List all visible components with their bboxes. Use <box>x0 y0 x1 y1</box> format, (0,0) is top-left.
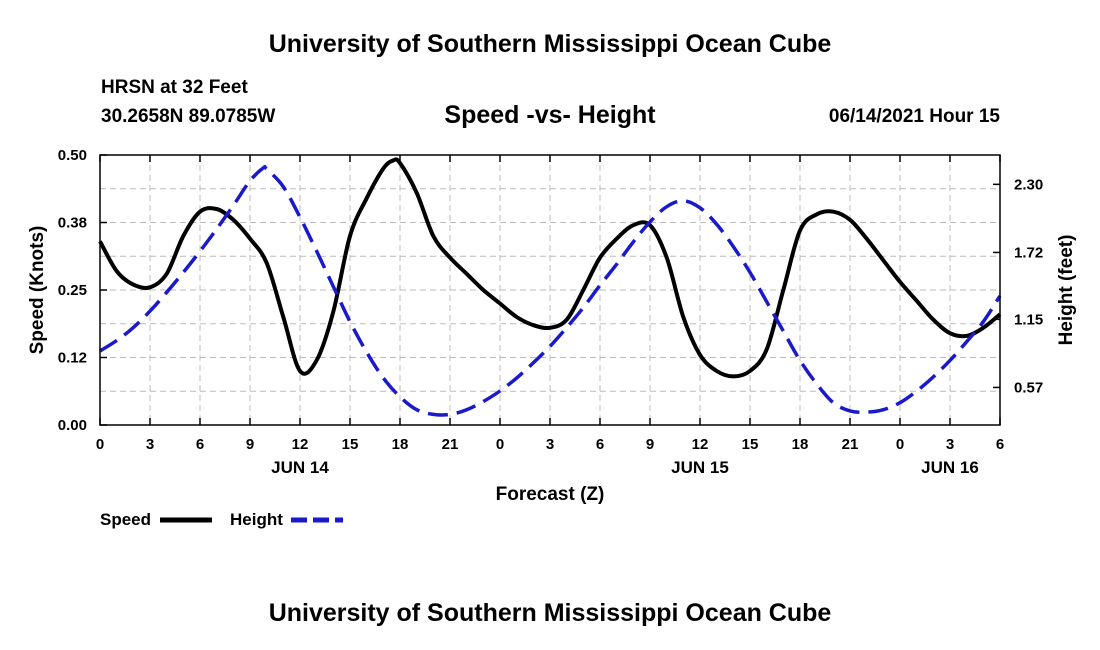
grid-lines <box>100 155 1000 425</box>
height-series-line <box>99 164 1002 417</box>
series-lines <box>98 157 1002 417</box>
station-label: HRSN at 32 Feet <box>101 77 248 98</box>
y2-tick-label: 0.57 <box>1014 379 1043 396</box>
chart-subtitle: Speed -vs- Height <box>444 101 656 129</box>
day-label: JUN 16 <box>921 458 979 477</box>
day-label: JUN 14 <box>271 458 329 477</box>
y-tick-label: 0.12 <box>58 350 87 367</box>
y-axis-label-left: Speed (Knots) <box>27 226 48 355</box>
x-tick-label: 6 <box>996 436 1004 453</box>
legend-height-label: Height <box>230 510 283 529</box>
y-tick-label: 0.38 <box>58 215 87 232</box>
x-tick-label: 18 <box>792 436 809 453</box>
x-tick-label: 9 <box>646 436 654 453</box>
x-tick-label: 12 <box>292 436 309 453</box>
x-tick-label: 21 <box>442 436 459 453</box>
y2-tick-label: 1.15 <box>1014 311 1043 328</box>
x-tick-label: 3 <box>546 436 554 453</box>
x-tick-label: 0 <box>896 436 904 453</box>
x-axis-label: Forecast (Z) <box>496 484 605 505</box>
axis-ticks: 0 3 6 9 12 15 18 21 0 3 6 9 12 15 18 21 0 3 6 JUN 14 JUN 15 J… <box>58 147 1043 477</box>
x-tick-label: 9 <box>246 436 254 453</box>
chart-legend: Speed Height <box>100 510 343 529</box>
x-tick-label: 15 <box>342 436 359 453</box>
y-axis-label-right: Height (feet) <box>1056 235 1077 346</box>
coordinates-label: 30.2658N 89.0785W <box>101 106 276 127</box>
y-tick-label: 0.25 <box>58 282 87 299</box>
day-label: JUN 15 <box>671 458 729 477</box>
x-tick-label: 21 <box>842 436 859 453</box>
x-tick-label: 6 <box>596 436 604 453</box>
y2-tick-label: 2.30 <box>1014 176 1043 193</box>
x-tick-label: 6 <box>196 436 204 453</box>
x-tick-label: 12 <box>692 436 709 453</box>
y-tick-label: 0.00 <box>58 417 87 434</box>
x-tick-label: 15 <box>742 436 759 453</box>
x-tick-label: 18 <box>392 436 409 453</box>
footer-title: University of Southern Mississippi Ocean… <box>268 599 832 627</box>
x-tick-label: 3 <box>146 436 154 453</box>
x-tick-label: 3 <box>946 436 954 453</box>
x-tick-label: 0 <box>496 436 504 453</box>
speed-series-line <box>98 157 1002 379</box>
forecast-datestamp: 06/14/2021 Hour 15 <box>828 106 1000 127</box>
y2-tick-label: 1.72 <box>1014 244 1043 261</box>
legend-speed-label: Speed <box>100 510 151 529</box>
x-tick-label: 0 <box>96 436 104 453</box>
y-tick-label: 0.50 <box>58 147 87 164</box>
header-title: University of Southern Mississippi Ocean… <box>268 30 832 58</box>
